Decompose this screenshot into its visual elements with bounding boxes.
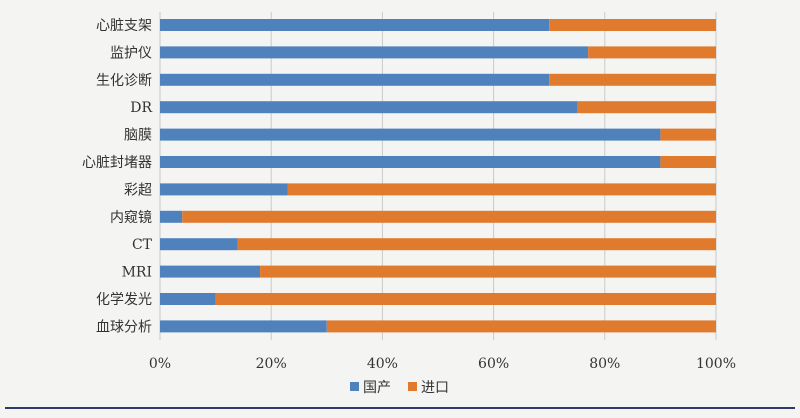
- category-label: 化学发光: [96, 292, 152, 308]
- category-label: 监护仪: [110, 45, 152, 61]
- category-label: 内窥镜: [110, 209, 152, 226]
- bar-segment: [287, 183, 716, 196]
- bar-segment: [660, 156, 716, 168]
- x-tick-label: 0%: [149, 356, 171, 372]
- category-label: 生化诊断: [96, 73, 152, 89]
- category-label: 血球分析: [96, 319, 152, 335]
- bar-segment: [215, 293, 716, 305]
- x-tick-label: 20%: [256, 356, 287, 372]
- bar-segment: [660, 128, 716, 141]
- bar-segment: [160, 320, 327, 333]
- x-tick-label: 40%: [367, 356, 398, 372]
- bar-segment: [160, 265, 261, 278]
- x-tick-label: 100%: [696, 356, 736, 372]
- bar-segment: [549, 73, 716, 86]
- bar-segment: [160, 293, 216, 305]
- bar-segment: [160, 73, 550, 86]
- bar-segment: [588, 46, 716, 59]
- category-label: 心脏封堵器: [82, 155, 152, 171]
- legend-label: 进口: [421, 380, 449, 396]
- bar-segment: [182, 210, 717, 223]
- bar-segment: [237, 238, 716, 251]
- bar-segment: [160, 210, 183, 223]
- category-label: DR: [130, 100, 152, 116]
- bar-segment: [160, 238, 238, 251]
- x-tick-label: 80%: [589, 356, 620, 372]
- bar-segment: [260, 265, 716, 278]
- bar-segment: [549, 19, 716, 31]
- bar-segment: [326, 320, 716, 333]
- bar-segment: [160, 128, 661, 141]
- category-label: 心脏支架: [96, 18, 152, 34]
- legend-swatch: [408, 382, 417, 391]
- bar-segment: [160, 46, 589, 59]
- x-tick-label: 60%: [478, 356, 509, 372]
- legend-swatch: [350, 382, 359, 391]
- bar-segment: [160, 156, 661, 168]
- category-label: CT: [132, 237, 153, 253]
- category-label: 彩超: [124, 182, 152, 198]
- legend-label: 国产: [363, 380, 391, 396]
- bar-segment: [160, 183, 288, 196]
- category-label: MRI: [122, 265, 152, 281]
- bar-segment: [160, 101, 577, 114]
- category-label: 脑膜: [124, 128, 152, 144]
- bar-segment: [577, 101, 716, 114]
- bar-segment: [160, 19, 550, 31]
